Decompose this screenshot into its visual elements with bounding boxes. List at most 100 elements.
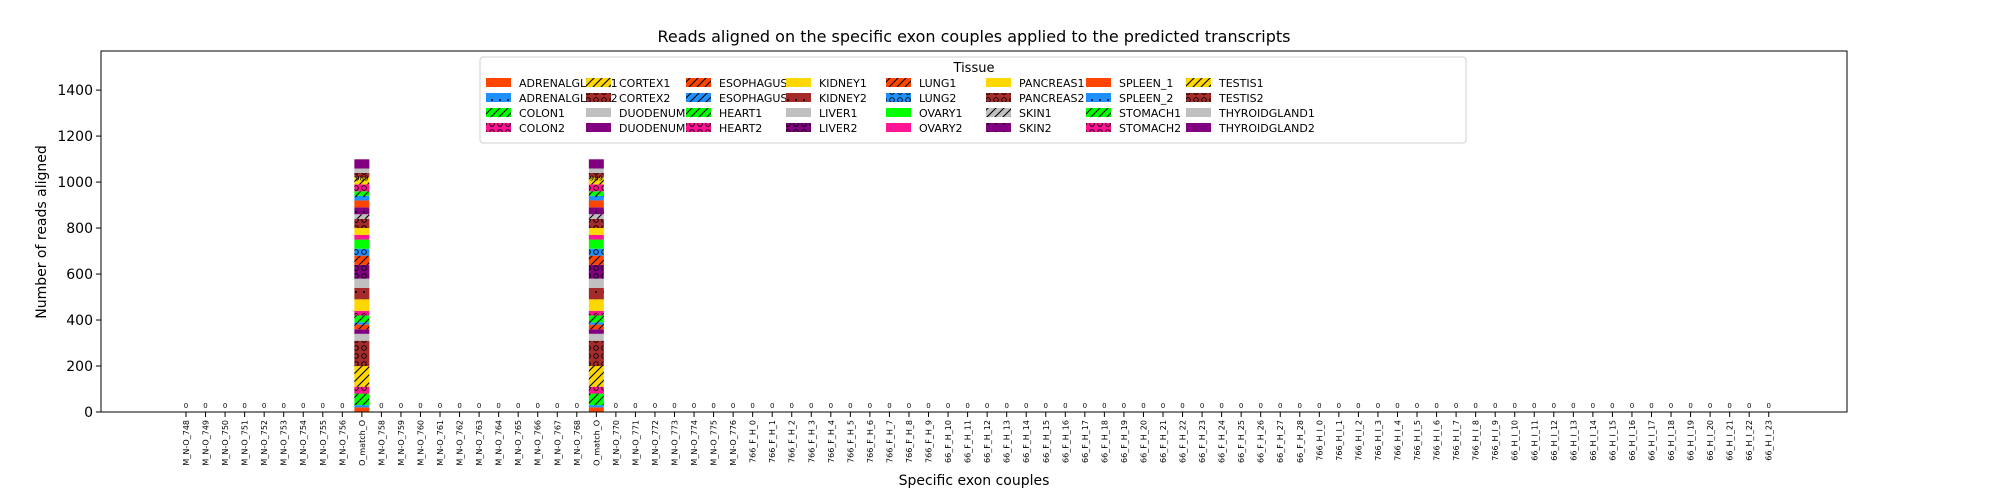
bar-value-label: 0 bbox=[1571, 402, 1575, 410]
bar-value-label: 0 bbox=[223, 402, 227, 410]
legend-item: DUODENUM2 bbox=[586, 122, 692, 135]
x-tick-label: M_N-O_773 bbox=[671, 420, 680, 466]
x-tick-label: 766_H_I_5 bbox=[1413, 420, 1422, 461]
x-tick-label: 66_F_H_21 bbox=[1159, 420, 1168, 463]
bar-segment bbox=[354, 287, 370, 300]
legend-label: LIVER1 bbox=[819, 107, 858, 120]
bar-segment bbox=[354, 191, 370, 196]
x-tick-label: M_N-O_774 bbox=[690, 420, 699, 466]
bar-segment bbox=[588, 239, 604, 249]
legend-label: COLON1 bbox=[519, 107, 565, 120]
legend-item: SKIN2 bbox=[986, 122, 1052, 135]
x-tick-label: 66_H_I_12 bbox=[1550, 420, 1559, 461]
legend-label: STOMACH2 bbox=[1119, 122, 1181, 135]
x-tick-label: M_N-O_753 bbox=[280, 420, 289, 466]
legend-item: LIVER2 bbox=[786, 122, 858, 135]
x-tick-label: 66_H_I_16 bbox=[1628, 420, 1637, 461]
x-tick-label: 66_H_I_18 bbox=[1667, 420, 1676, 461]
bar-value-label: 0 bbox=[770, 402, 774, 410]
bar-value-label: 0 bbox=[868, 402, 872, 410]
bar-value-label: 0 bbox=[926, 402, 930, 410]
bar-value-label: 0 bbox=[1337, 402, 1341, 410]
legend-item: LIVER1 bbox=[786, 107, 858, 120]
legend-item: THYROIDGLAND2 bbox=[1186, 122, 1315, 135]
legend-label: LUNG1 bbox=[919, 77, 956, 90]
bar-segment bbox=[354, 299, 370, 311]
legend-swatch bbox=[586, 108, 611, 117]
bar-segment bbox=[588, 200, 604, 208]
legend-swatch bbox=[1186, 108, 1211, 117]
bar-segment bbox=[588, 287, 604, 300]
legend-swatch bbox=[786, 93, 811, 102]
bar-value-label: 0 bbox=[887, 402, 891, 410]
bar-segment bbox=[354, 255, 370, 265]
x-tick-label: M_N-O_766 bbox=[534, 420, 543, 466]
bar-segment bbox=[588, 207, 604, 215]
x-tick-label: M_N-O_771 bbox=[631, 420, 640, 466]
bar-segment bbox=[588, 264, 604, 279]
bar-segment bbox=[354, 200, 370, 208]
x-tick-label: 766_F_H_2 bbox=[788, 420, 797, 463]
x-tick-label: M_N-O_750 bbox=[221, 420, 230, 466]
x-tick-label: 66_H_I_17 bbox=[1648, 420, 1657, 461]
legend-swatch bbox=[886, 78, 911, 87]
legend-swatch bbox=[686, 123, 711, 132]
bar-value-label: 0 bbox=[262, 402, 266, 410]
legend-item: THYROIDGLAND1 bbox=[1186, 107, 1315, 120]
bar-value-label: 0 bbox=[1727, 402, 1731, 410]
legend-swatch bbox=[686, 108, 711, 117]
bar-segment bbox=[354, 214, 370, 219]
legend-box bbox=[479, 56, 1467, 144]
x-tick-label: 66_F_H_15 bbox=[1042, 420, 1051, 463]
x-tick-label: M_N-O_758 bbox=[377, 420, 386, 466]
bar-segment bbox=[588, 366, 604, 387]
bar-value-label: 0 bbox=[1278, 402, 1282, 410]
value-labels: 0 0 0 0 0 0 0 0 0 989 0 0 0 0 0 0 0 0 0 0 0 989 0 0 0 0 0 0 0 0 0 0 0 0 0 0… bbox=[184, 175, 1771, 410]
x-tick-label: 66_H_I_13 bbox=[1569, 420, 1578, 461]
x-tick-label: 66_H_I_23 bbox=[1765, 420, 1774, 461]
plot-area bbox=[100, 50, 1848, 413]
bar-value-label: 0 bbox=[1122, 402, 1126, 410]
bar-value-label: 0 bbox=[1415, 402, 1419, 410]
bar-segment bbox=[588, 177, 604, 185]
bar-value-label: 0 bbox=[829, 402, 833, 410]
x-tick-label: 66_F_H_23 bbox=[1198, 420, 1207, 463]
bar-value-label: 0 bbox=[1454, 402, 1458, 410]
legend-swatch bbox=[1186, 123, 1211, 132]
x-tick-label: 66_F_H_11 bbox=[964, 420, 973, 463]
legend-swatch bbox=[986, 108, 1011, 117]
bar-value-label: 0 bbox=[1044, 402, 1048, 410]
bar-value-label: 0 bbox=[1512, 402, 1516, 410]
bar-value-label: 0 bbox=[399, 402, 403, 410]
bar-segment bbox=[588, 315, 604, 323]
bar-value-label: 0 bbox=[1767, 402, 1771, 410]
legend-item: KIDNEY1 bbox=[786, 77, 867, 90]
bar-value-label: 0 bbox=[1688, 402, 1692, 410]
bar-value-label: 0 bbox=[242, 402, 246, 410]
x-tick-label: 766_F_H_4 bbox=[827, 420, 836, 463]
legend-swatch bbox=[1186, 93, 1211, 102]
y-tick-label: 1000 bbox=[57, 175, 93, 191]
legend-swatch bbox=[486, 108, 511, 117]
bar-value-label: 0 bbox=[653, 402, 657, 410]
bar-segment bbox=[354, 340, 370, 367]
legend-item: PANCREAS1 bbox=[986, 77, 1084, 90]
x-tick-label: 66_F_H_12 bbox=[983, 420, 992, 463]
x-tick-label: 66_H_I_22 bbox=[1745, 420, 1754, 461]
legend-item: CORTEX2 bbox=[586, 92, 670, 105]
x-axis-label: Specific exon couples bbox=[899, 473, 1050, 489]
legend-label: OVARY1 bbox=[919, 107, 962, 120]
x-tick-label: M_N-O_775 bbox=[710, 420, 719, 466]
bar-segment bbox=[354, 218, 370, 229]
bar-segment bbox=[588, 333, 604, 341]
x-tick-label: 66_F_H_14 bbox=[1022, 420, 1031, 463]
bar-value-label: 0 bbox=[1102, 402, 1106, 410]
bars bbox=[354, 159, 604, 412]
x-tick-label: M_N-O_768 bbox=[573, 420, 582, 466]
bar-segment bbox=[588, 191, 604, 196]
bar-segment bbox=[354, 315, 370, 323]
y-axis-label: Number of reads aligned bbox=[34, 145, 50, 319]
bar-value-label: 0 bbox=[418, 402, 422, 410]
legend-swatch bbox=[486, 123, 511, 132]
